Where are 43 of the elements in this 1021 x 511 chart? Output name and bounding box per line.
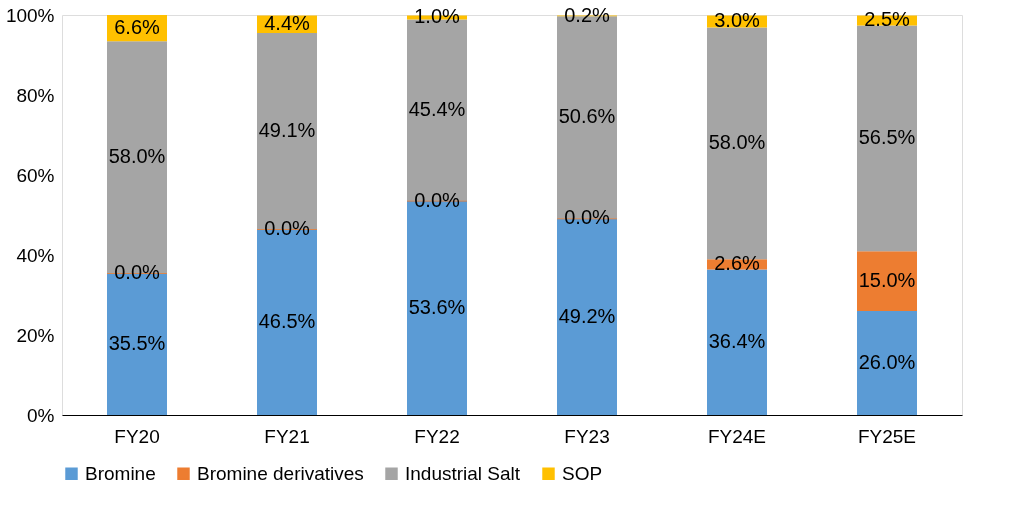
data-label: 1.0% [414,5,461,28]
data-label: 0.0% [114,261,161,284]
data-label: 49.2% [558,304,616,327]
data-label: 53.6% [408,295,466,318]
data-label: 36.4% [708,330,766,353]
bar [857,311,917,415]
y-tick-label: 20% [16,324,55,346]
data-label: 46.5% [258,310,316,333]
legend-label: Bromine [85,462,156,484]
x-tick-label: FY23 [564,425,610,447]
legend-label: Bromine derivatives [197,462,364,484]
data-label: 58.0% [708,131,766,154]
y-tick-label: 60% [16,164,55,186]
data-label: 0.0% [564,206,611,229]
bar [857,25,917,252]
data-label: 3.0% [714,9,761,32]
data-label: 15.0% [858,269,916,292]
data-label: 56.5% [858,126,916,149]
y-tick-label: 40% [16,244,55,266]
data-label: 4.4% [264,12,311,35]
data-label: 0.0% [264,217,311,240]
data-label: 0.2% [564,3,611,26]
y-tick-label: 0% [27,404,55,426]
data-label: 49.1% [258,119,316,142]
data-label: 50.6% [558,105,616,128]
x-tick-label: FY21 [264,425,310,447]
legend-label: Industrial Salt [405,462,521,484]
data-label: 2.6% [714,252,761,275]
legend-label: SOP [562,462,603,484]
data-label: 0.0% [414,188,461,211]
x-tick-label: FY24E [707,425,767,447]
x-tick-label: FY20 [114,425,160,447]
data-label: 45.4% [408,98,466,121]
y-tick-label: 80% [16,84,55,106]
data-label: 58.0% [108,145,166,168]
data-label: 26.0% [858,351,916,374]
bar [707,269,767,415]
y-tick-label: 100% [5,4,55,26]
data-label: 35.5% [108,332,166,355]
x-tick-label: FY25E [857,425,917,447]
data-label: 6.6% [114,16,161,39]
x-tick-label: FY22 [414,425,460,447]
data-label: 2.5% [864,8,911,31]
